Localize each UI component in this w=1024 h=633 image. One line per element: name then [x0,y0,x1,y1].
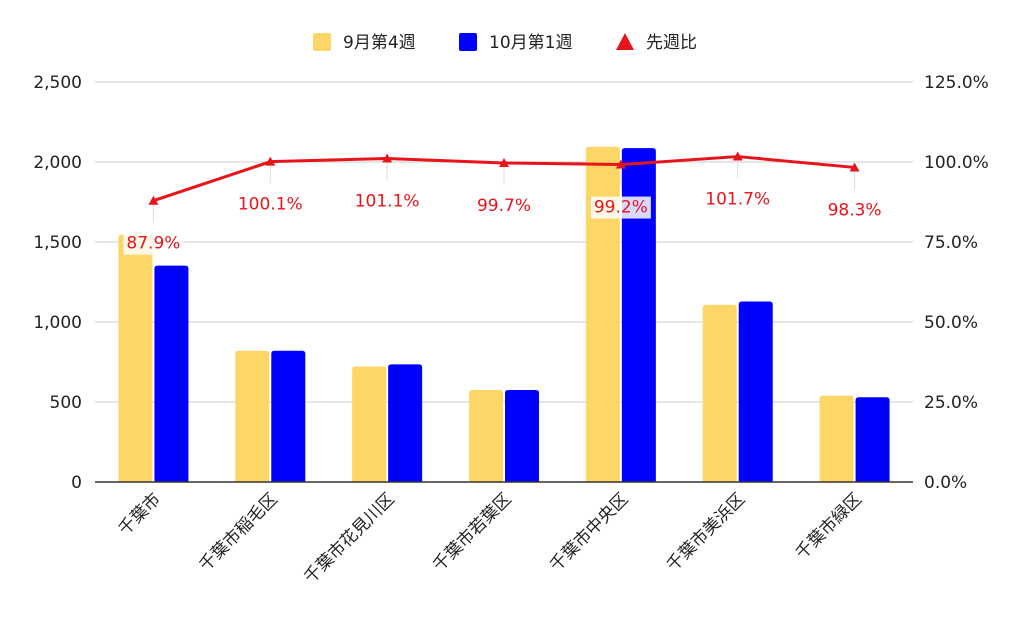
bar-sep-week4 [118,234,153,482]
category-label: 千葉市緑区 [792,489,866,563]
ratio-data-label: 99.2% [594,198,648,218]
left-tick-label: 2,000 [33,153,82,173]
category-labels: 千葉市 千葉市稲毛区 千葉市花見川区 千葉市若葉区 千葉市中央区 千葉市美浜区 千葉市緑区 [115,489,866,587]
legend-label: 先週比 [646,33,697,53]
right-tick-label: 0.0% [924,473,967,493]
category-label: 千葉市中央区 [546,489,632,575]
data-label-bg [824,199,885,222]
bar-sep-week4 [235,350,270,482]
bar-sep-week4 [702,304,737,482]
ratio-marker [499,157,509,167]
left-tick-label: 500 [50,393,82,413]
ratio-data-label: 100.1% [238,195,303,215]
legend-triangle [616,33,634,50]
left-axis: 0 500 1,000 1,500 2,000 2,500 [33,73,82,493]
ratio-data-label: 98.3% [828,200,882,220]
bar-oct-week1 [271,350,306,482]
right-tick-label: 100.0% [924,153,989,173]
ratio-data-label: 101.1% [355,191,420,211]
left-tick-label: 0 [71,473,82,493]
bar-sep-week4 [352,366,387,482]
bar-oct-week1 [505,390,539,482]
category-label: 千葉市花見川区 [300,489,398,587]
left-tick-label: 1,500 [33,233,82,253]
ratio-marker [732,151,743,161]
bar-oct-week1 [154,265,189,482]
ratio-marker [849,162,860,172]
data-label-bg [351,190,423,213]
right-tick-label: 25.0% [924,393,978,413]
ratio-data-label: 99.7% [477,196,531,216]
category-label: 千葉市若葉区 [429,489,515,575]
data-label-bg [473,194,535,217]
bars [118,146,890,483]
data-label-bg [590,196,651,219]
legend: 9月第4週 10月第1週 先週比 [313,33,697,53]
category-label: 千葉市 [115,489,165,539]
legend-swatch [313,33,331,51]
data-label-bg [702,188,774,211]
data-label-bg [234,193,306,216]
legend-label: 10月第1週 [489,33,572,53]
gridlines [95,81,913,403]
bar-sep-week4 [819,395,854,482]
bar-oct-week1 [388,364,423,482]
ratio-data-label: 87.9% [126,234,180,254]
bar-oct-week1 [621,148,656,482]
right-tick-label: 50.0% [924,313,978,333]
ratio-marker [382,153,393,163]
ratio-marker [148,195,159,205]
category-label: 千葉市稲毛区 [196,489,282,575]
right-tick-label: 75.0% [924,233,978,253]
ratio-marker [265,156,276,166]
data-label-bg [123,232,184,255]
left-tick-label: 1,000 [33,313,82,333]
right-axis: 0.0% 25.0% 50.0% 75.0% 100.0% 125.0% [924,73,989,493]
bar-sep-week4 [585,146,620,483]
bar-sep-week4 [469,390,503,482]
category-label: 千葉市美浜区 [663,489,749,575]
ratio-line: 87.9% 100.1% 101.1% 99.7% 99.2% 101.7% 98.3% [123,151,885,255]
legend-swatch [459,33,477,51]
left-tick-label: 2,500 [33,73,82,93]
legend-label: 9月第4週 [343,33,416,53]
bar-oct-week1 [855,397,890,482]
right-tick-label: 125.0% [924,73,989,93]
ratio-marker [615,159,626,169]
ratio-data-label: 101.7% [705,190,770,210]
bar-oct-week1 [738,301,773,482]
